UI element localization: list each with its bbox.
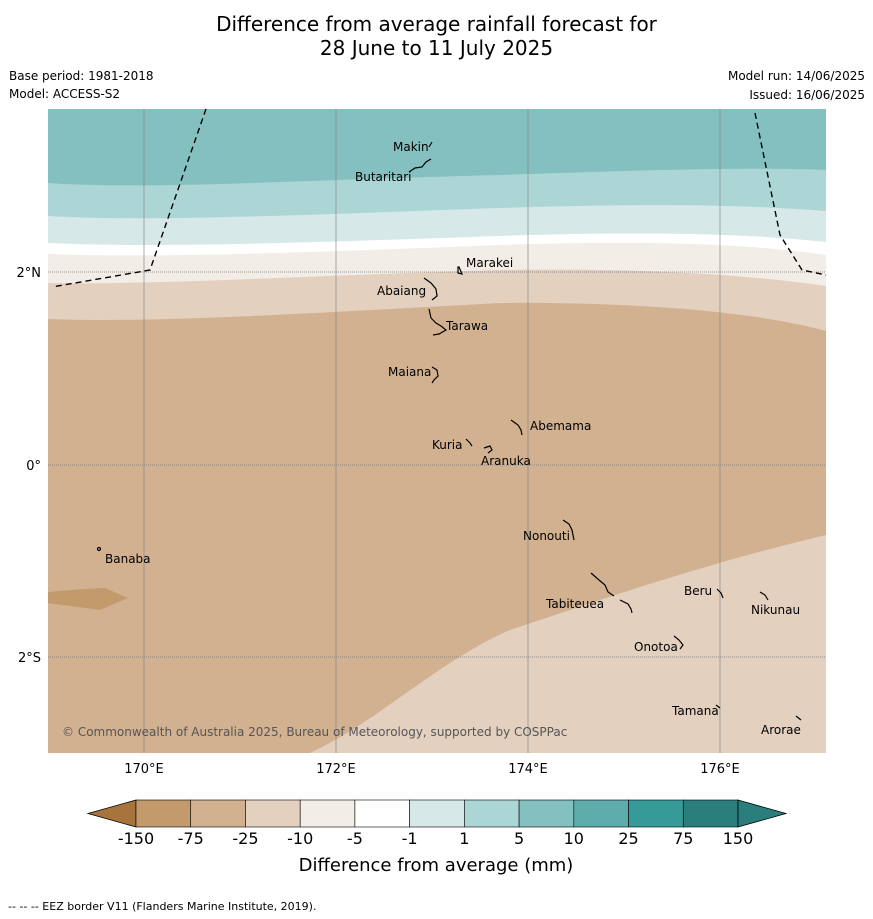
label-abemama: Abemama bbox=[530, 419, 591, 433]
colorbar-label: Difference from average (mm) bbox=[299, 855, 574, 876]
x-tick-176e: 176°E bbox=[700, 762, 740, 777]
x-tick-170e: 170°E bbox=[124, 762, 164, 777]
label-maiana: Maiana bbox=[388, 365, 431, 379]
label-tamana: Tamana bbox=[671, 704, 719, 718]
map-title-line1: Difference from average rainfall forecas… bbox=[216, 12, 657, 36]
colorbar-tick-label: 150 bbox=[723, 829, 754, 848]
y-tick-0: 0° bbox=[26, 459, 41, 474]
nikunau-island bbox=[759, 591, 769, 601]
label-tabiteuea: Tabiteuea bbox=[545, 597, 604, 611]
band-minus75-minus25 bbox=[48, 588, 128, 610]
butaritari-island bbox=[408, 158, 432, 173]
tarawa-island bbox=[428, 308, 448, 336]
abemama-island bbox=[510, 419, 523, 436]
label-makin: Makin bbox=[393, 140, 429, 154]
label-abaiang: Abaiang bbox=[377, 284, 426, 298]
eez-border bbox=[51, 108, 827, 288]
arorae-island bbox=[795, 715, 802, 721]
colorbar-segment bbox=[518, 799, 575, 828]
marakei-island bbox=[457, 266, 464, 275]
label-arorae: Arorae bbox=[761, 723, 801, 737]
y-tick-2s: 2°S bbox=[18, 651, 41, 666]
colorbar-tick-label: 1 bbox=[459, 829, 469, 848]
colorbar-segment bbox=[245, 799, 301, 828]
banaba-island bbox=[96, 546, 102, 552]
band-minus25-minus10 bbox=[48, 302, 826, 753]
colorbar-segment bbox=[409, 799, 465, 828]
colorbar-segment bbox=[682, 799, 739, 828]
y-tick-2n: 2°N bbox=[17, 266, 42, 281]
label-kuria: Kuria bbox=[432, 438, 463, 452]
map-fill-bands bbox=[48, 109, 826, 753]
label-nonouti: Nonouti bbox=[523, 529, 570, 543]
copyright-notice: © Commonwealth of Australia 2025, Bureau… bbox=[62, 725, 567, 739]
maiana-island bbox=[431, 366, 439, 384]
colorbar-tick-label: -150 bbox=[118, 829, 154, 848]
model-name: Model: ACCESS-S2 bbox=[9, 87, 121, 101]
colorbar-segment bbox=[573, 799, 629, 828]
label-beru: Beru bbox=[684, 584, 712, 598]
map-title-line2: 28 June to 11 July 2025 bbox=[319, 36, 554, 60]
label-marakei: Marakei bbox=[466, 256, 513, 270]
aranuka-island bbox=[483, 445, 493, 454]
model-run: Model run: 14/06/2025 bbox=[727, 69, 865, 83]
x-tick-174e: 174°E bbox=[508, 762, 548, 777]
tabiteuea-north-island bbox=[590, 572, 615, 597]
colorbar-segment bbox=[299, 799, 356, 828]
colorbar-tick-label: 10 bbox=[564, 829, 584, 848]
colorbar-high-arrow bbox=[737, 799, 788, 828]
issued-date: Issued: 16/06/2025 bbox=[749, 88, 865, 102]
latitude-lines bbox=[48, 271, 826, 658]
colorbar-tick-label: -25 bbox=[232, 829, 258, 848]
colorbar-segment bbox=[464, 799, 520, 828]
colorbar-tick-label: -5 bbox=[347, 829, 363, 848]
island-outlines bbox=[96, 141, 802, 721]
colorbar-tick-label: -10 bbox=[287, 829, 313, 848]
eez-footnote: -- -- -- EEZ border V11 (Flanders Marine… bbox=[8, 900, 317, 913]
abaiang-island bbox=[423, 277, 438, 301]
colorbar-segment bbox=[135, 799, 192, 828]
label-onotoa: Onotoa bbox=[634, 640, 678, 654]
kuria-island bbox=[465, 438, 473, 447]
tamana-island bbox=[715, 704, 721, 709]
colorbar-tick-label: 5 bbox=[514, 829, 524, 848]
tabiteuea-south-island bbox=[619, 599, 633, 614]
colorbar: -150 -75 -25 -10 -5 -1 1 5 10 25 75 150 Difference … bbox=[86, 799, 788, 876]
label-tarawa: Tarawa bbox=[445, 319, 488, 333]
nonouti-island bbox=[562, 519, 575, 541]
label-nikunau: Nikunau bbox=[751, 603, 800, 617]
onotoa-island bbox=[673, 635, 684, 650]
label-banaba: Banaba bbox=[105, 552, 151, 566]
colorbar-tick-label: -75 bbox=[178, 829, 204, 848]
beru-island bbox=[716, 588, 724, 599]
x-tick-172e: 172°E bbox=[316, 762, 356, 777]
label-butaritari: Butaritari bbox=[355, 170, 412, 184]
colorbar-segment bbox=[354, 799, 410, 828]
graticule bbox=[143, 109, 721, 753]
label-aranuka: Aranuka bbox=[481, 454, 531, 468]
base-period: Base period: 1981-2018 bbox=[9, 69, 154, 83]
axis-labels: 170°E 172°E 174°E 176°E 2°N 0° 2°S bbox=[17, 266, 740, 777]
makin-island bbox=[428, 141, 433, 148]
colorbar-tick-label: -1 bbox=[402, 829, 418, 848]
colorbar-segment bbox=[190, 799, 246, 828]
colorbar-segment bbox=[628, 799, 684, 828]
place-labels: Makin Butaritari Marakei Abaiang Tarawa … bbox=[105, 140, 801, 737]
colorbar-tick-label: 75 bbox=[673, 829, 693, 848]
colorbar-low-arrow bbox=[86, 799, 137, 828]
colorbar-tick-label: 25 bbox=[618, 829, 638, 848]
